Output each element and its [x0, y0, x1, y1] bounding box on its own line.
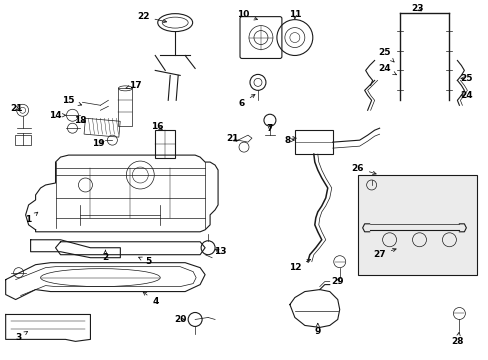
Text: 26: 26 [351, 163, 375, 175]
Text: 24: 24 [459, 91, 472, 100]
Text: 8: 8 [284, 136, 293, 145]
Text: 4: 4 [143, 292, 158, 306]
Bar [155, 130, 175, 158]
Text: 24: 24 [378, 64, 396, 75]
Text: 17: 17 [126, 81, 142, 90]
Text: 6: 6 [239, 94, 254, 108]
Bar [15, 135, 31, 145]
Text: 28: 28 [450, 332, 463, 346]
Text: 15: 15 [62, 96, 81, 105]
Text: 1: 1 [25, 212, 38, 224]
Text: 16: 16 [151, 122, 163, 131]
Text: 23: 23 [410, 4, 423, 13]
Bar [357, 175, 476, 275]
Bar [84, 118, 120, 137]
Text: 11: 11 [288, 10, 301, 19]
Text: 14: 14 [49, 111, 65, 120]
Text: 20: 20 [174, 315, 186, 324]
Text: 7: 7 [266, 124, 273, 133]
Text: 13: 13 [213, 247, 226, 256]
Text: 27: 27 [372, 248, 395, 259]
Text: 5: 5 [138, 257, 151, 266]
Text: 18: 18 [74, 116, 86, 125]
Text: 21: 21 [10, 104, 23, 113]
Text: 21: 21 [225, 134, 238, 143]
Text: 29: 29 [331, 277, 344, 286]
Bar [294, 130, 332, 154]
Text: 25: 25 [378, 48, 393, 62]
Text: 22: 22 [137, 12, 166, 23]
Text: 9: 9 [314, 323, 320, 336]
Bar [118, 88, 132, 126]
Text: 25: 25 [459, 74, 471, 83]
Text: 12: 12 [288, 260, 310, 272]
Text: 2: 2 [102, 250, 108, 262]
Text: 10: 10 [236, 10, 257, 20]
Text: 19: 19 [92, 139, 104, 148]
Text: 3: 3 [16, 332, 27, 342]
